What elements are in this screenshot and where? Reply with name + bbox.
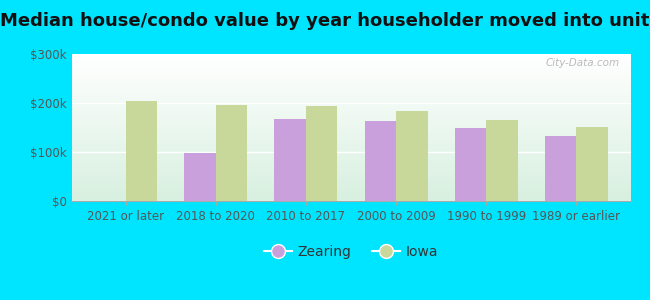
Bar [216, 106, 247, 201]
Text: Median house/condo value by year householder moved into unit: Median house/condo value by year househo… [0, 12, 650, 30]
Bar [306, 106, 337, 201]
Bar [545, 136, 577, 201]
Bar [396, 111, 428, 201]
Bar [365, 121, 396, 201]
Bar [486, 120, 518, 201]
Bar [274, 119, 306, 201]
Bar [577, 127, 608, 201]
Bar [125, 100, 157, 201]
Bar [455, 128, 486, 201]
Text: City-Data.com: City-Data.com [545, 58, 619, 68]
Legend: Zearing, Iowa: Zearing, Iowa [259, 239, 443, 265]
Bar [184, 154, 216, 201]
